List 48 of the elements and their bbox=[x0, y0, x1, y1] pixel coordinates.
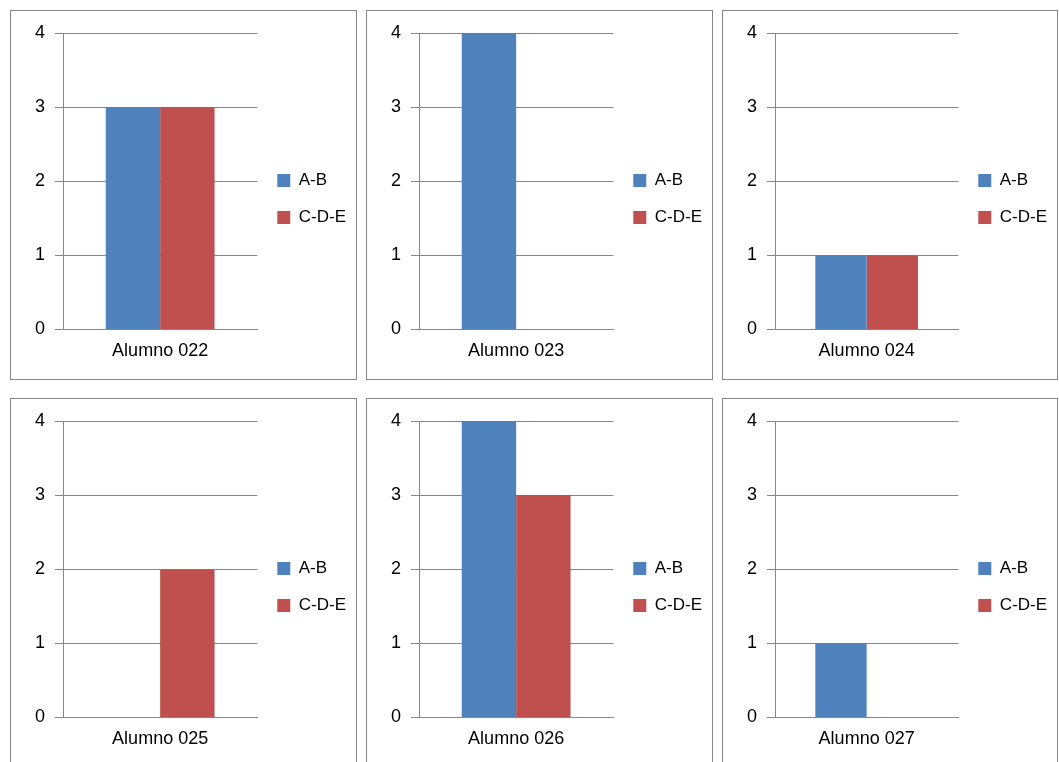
y-tick-label: 2 bbox=[747, 170, 758, 191]
y-tick-label: 3 bbox=[35, 96, 46, 117]
y-tick-label: 0 bbox=[35, 706, 46, 727]
legend-label: C-D-E bbox=[654, 207, 702, 227]
y-tick-label: 4 bbox=[391, 21, 402, 42]
y-tick-label: 4 bbox=[35, 21, 46, 42]
y-tick-label: 2 bbox=[747, 558, 758, 579]
y-tick-label: 1 bbox=[391, 244, 402, 265]
x-tick-label: Alumno 025 bbox=[112, 728, 209, 749]
y-tick-label: 1 bbox=[35, 244, 46, 265]
y-tick-label: 3 bbox=[747, 484, 758, 505]
legend-label: A-B bbox=[298, 170, 328, 190]
y-tick-label: 1 bbox=[747, 632, 758, 653]
x-tick-label: Alumno 023 bbox=[468, 340, 565, 361]
y-tick-label: 2 bbox=[35, 558, 46, 579]
y-tick-label: 0 bbox=[747, 706, 758, 727]
y-tick-label: 0 bbox=[391, 706, 402, 727]
y-tick-label: 1 bbox=[391, 632, 402, 653]
y-tick-label: 0 bbox=[391, 318, 402, 339]
x-tick-label: Alumno 027 bbox=[818, 728, 915, 749]
legend-label: C-D-E bbox=[999, 207, 1047, 227]
y-tick-label: 0 bbox=[35, 318, 46, 339]
y-tick-label: 2 bbox=[35, 170, 46, 191]
y-tick-label: 4 bbox=[35, 409, 46, 430]
legend-label: A-B bbox=[999, 170, 1029, 190]
y-tick-label: 0 bbox=[747, 318, 758, 339]
y-tick-label: 3 bbox=[35, 484, 46, 505]
y-tick-label: 3 bbox=[391, 484, 402, 505]
y-tick-label: 4 bbox=[391, 409, 402, 430]
y-tick-label: 4 bbox=[747, 409, 758, 430]
x-tick-label: Alumno 024 bbox=[818, 340, 915, 361]
legend-label: A-B bbox=[654, 558, 684, 578]
y-tick-label: 3 bbox=[747, 96, 758, 117]
y-tick-label: 1 bbox=[35, 632, 46, 653]
y-tick-label: 2 bbox=[391, 558, 402, 579]
legend-label: C-D-E bbox=[654, 595, 702, 615]
y-tick-label: 4 bbox=[747, 21, 758, 42]
legend-label: A-B bbox=[298, 558, 328, 578]
legend-label: C-D-E bbox=[298, 595, 346, 615]
legend-label: A-B bbox=[999, 558, 1029, 578]
legend-label: C-D-E bbox=[298, 207, 346, 227]
legend-label: C-D-E bbox=[999, 595, 1047, 615]
x-tick-label: Alumno 026 bbox=[468, 728, 565, 749]
x-tick-label: Alumno 022 bbox=[112, 340, 209, 361]
y-tick-label: 2 bbox=[391, 170, 402, 191]
y-tick-label: 1 bbox=[747, 244, 758, 265]
y-tick-label: 3 bbox=[391, 96, 402, 117]
legend-label: A-B bbox=[654, 170, 684, 190]
